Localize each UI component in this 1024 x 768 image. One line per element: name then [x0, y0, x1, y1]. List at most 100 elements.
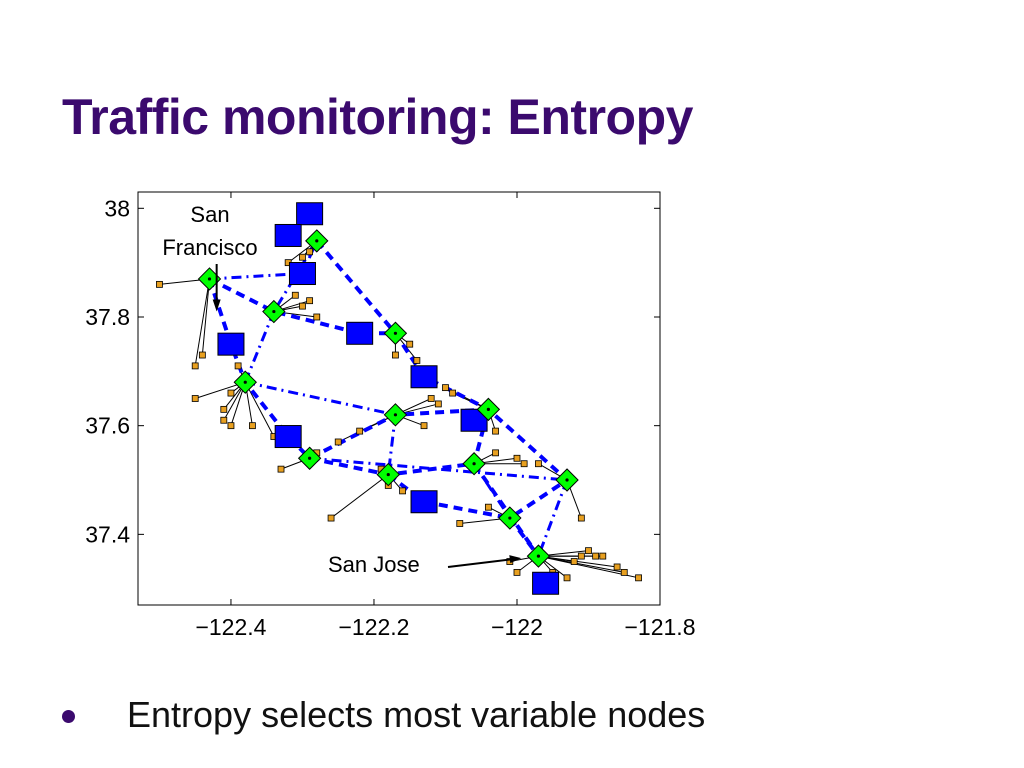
selected-node — [460, 408, 488, 432]
sensor-node — [427, 395, 435, 402]
sensor-node — [227, 389, 235, 397]
route-line — [537, 479, 569, 557]
diamond-node-center — [472, 462, 476, 466]
selected-node — [296, 202, 324, 226]
sensor-node — [420, 422, 428, 430]
selected-node — [410, 365, 438, 389]
selected-node — [532, 571, 560, 595]
sensor-node — [191, 362, 199, 370]
sensor-node — [563, 574, 571, 582]
sensor-node — [442, 384, 449, 392]
route-line — [243, 310, 276, 383]
diamond-node-center — [272, 309, 276, 314]
selected-node — [217, 332, 245, 356]
sensor-node — [277, 465, 285, 473]
sensor-node — [492, 449, 499, 457]
diamond-node-center — [486, 407, 490, 411]
sensor-node — [234, 362, 242, 370]
bullet-text: Entropy selects most variable nodes — [127, 694, 706, 735]
sensor-node — [577, 514, 585, 522]
sensor-nodes — [156, 248, 642, 582]
slide-title: Traffic monitoring: Entropy — [62, 89, 693, 145]
diamond-node-center — [308, 456, 312, 460]
sensor-node — [291, 291, 299, 299]
route-line — [309, 408, 491, 477]
sensor-node — [456, 520, 464, 527]
y-tick-label: 38 — [104, 195, 130, 221]
sensor-node — [249, 422, 256, 430]
sensor-node — [492, 427, 499, 435]
bullet-dot-icon — [62, 709, 75, 723]
sensor-node — [520, 460, 528, 468]
x-tick-label: −122.2 — [338, 614, 409, 640]
diamond-node-center — [508, 516, 512, 520]
sensor-node — [449, 389, 457, 397]
sensor-node — [613, 563, 621, 571]
sensor-node — [306, 297, 314, 305]
sensor-node — [513, 568, 521, 576]
diamond-node-center — [393, 331, 398, 335]
sensor-node — [191, 395, 199, 402]
sensor-node — [299, 302, 306, 310]
sensor-node — [356, 427, 364, 435]
sensor-node — [220, 405, 228, 413]
sensor-node — [392, 351, 399, 359]
route-line — [244, 380, 396, 417]
sensor-edge — [194, 278, 211, 366]
selected-nodes — [217, 202, 560, 595]
sensor-edge — [244, 381, 275, 437]
sensor-node — [220, 416, 228, 424]
selected-node — [288, 262, 316, 286]
sensor-node — [327, 514, 335, 522]
selected-node — [410, 490, 438, 514]
route-line — [472, 462, 541, 558]
sensor-node — [592, 552, 600, 560]
x-tick-label: −121.8 — [625, 614, 696, 640]
diamond-node-center — [536, 554, 541, 558]
diamond-node-center — [243, 380, 247, 384]
sensor-node — [198, 351, 206, 359]
traffic-map-chart: −122.4 −122.2 −122 −121.8 37.4 37.6 37.8 38 San F… — [85, 191, 696, 640]
sensor-edge — [330, 474, 389, 519]
route-line — [272, 240, 319, 313]
sensor-node — [313, 313, 321, 321]
annotation-arrowhead-sj — [509, 555, 522, 564]
y-tick-label: 37.6 — [85, 413, 130, 439]
sensor-edge — [201, 278, 211, 356]
selected-node — [346, 321, 374, 345]
sensor-node — [635, 574, 642, 582]
sensor-node — [570, 558, 578, 565]
bullet-item: Entropy selects most variable nodes — [62, 694, 705, 736]
sensor-node — [227, 422, 235, 430]
sensor-node — [585, 547, 592, 555]
x-tick-label: −122 — [491, 614, 543, 640]
x-tick-label: −122.4 — [195, 614, 266, 640]
annotation-arrowhead-sf — [212, 299, 221, 312]
annotation-san-francisco: San — [190, 202, 229, 227]
diamond-node-center — [393, 413, 398, 417]
sensor-node — [484, 503, 492, 511]
annotation-san-francisco: Francisco — [162, 235, 257, 260]
sensor-node — [306, 248, 314, 256]
sensor-node — [535, 460, 542, 468]
y-tick-label: 37.4 — [85, 521, 130, 547]
sensor-node — [577, 552, 585, 560]
route-line — [208, 277, 396, 336]
sensor-node — [599, 552, 607, 560]
sensor-node — [406, 340, 414, 348]
sensor-node — [334, 438, 342, 446]
selected-node — [274, 425, 302, 449]
diamond-node-center — [386, 472, 390, 477]
plot-frame — [137, 191, 661, 606]
sensor-node — [156, 280, 163, 288]
sensor-node — [413, 357, 421, 364]
sensor-node — [513, 454, 521, 462]
diamond-nodes — [197, 229, 579, 568]
sensor-node — [399, 487, 406, 495]
annotation-arrow-sj — [447, 558, 514, 568]
diamond-node-center — [207, 277, 212, 281]
diamond-node-center — [315, 239, 319, 243]
y-tick-label: 37.8 — [85, 304, 130, 330]
annotation-san-jose: San Jose — [328, 552, 420, 577]
diamond-node-center — [565, 478, 569, 482]
